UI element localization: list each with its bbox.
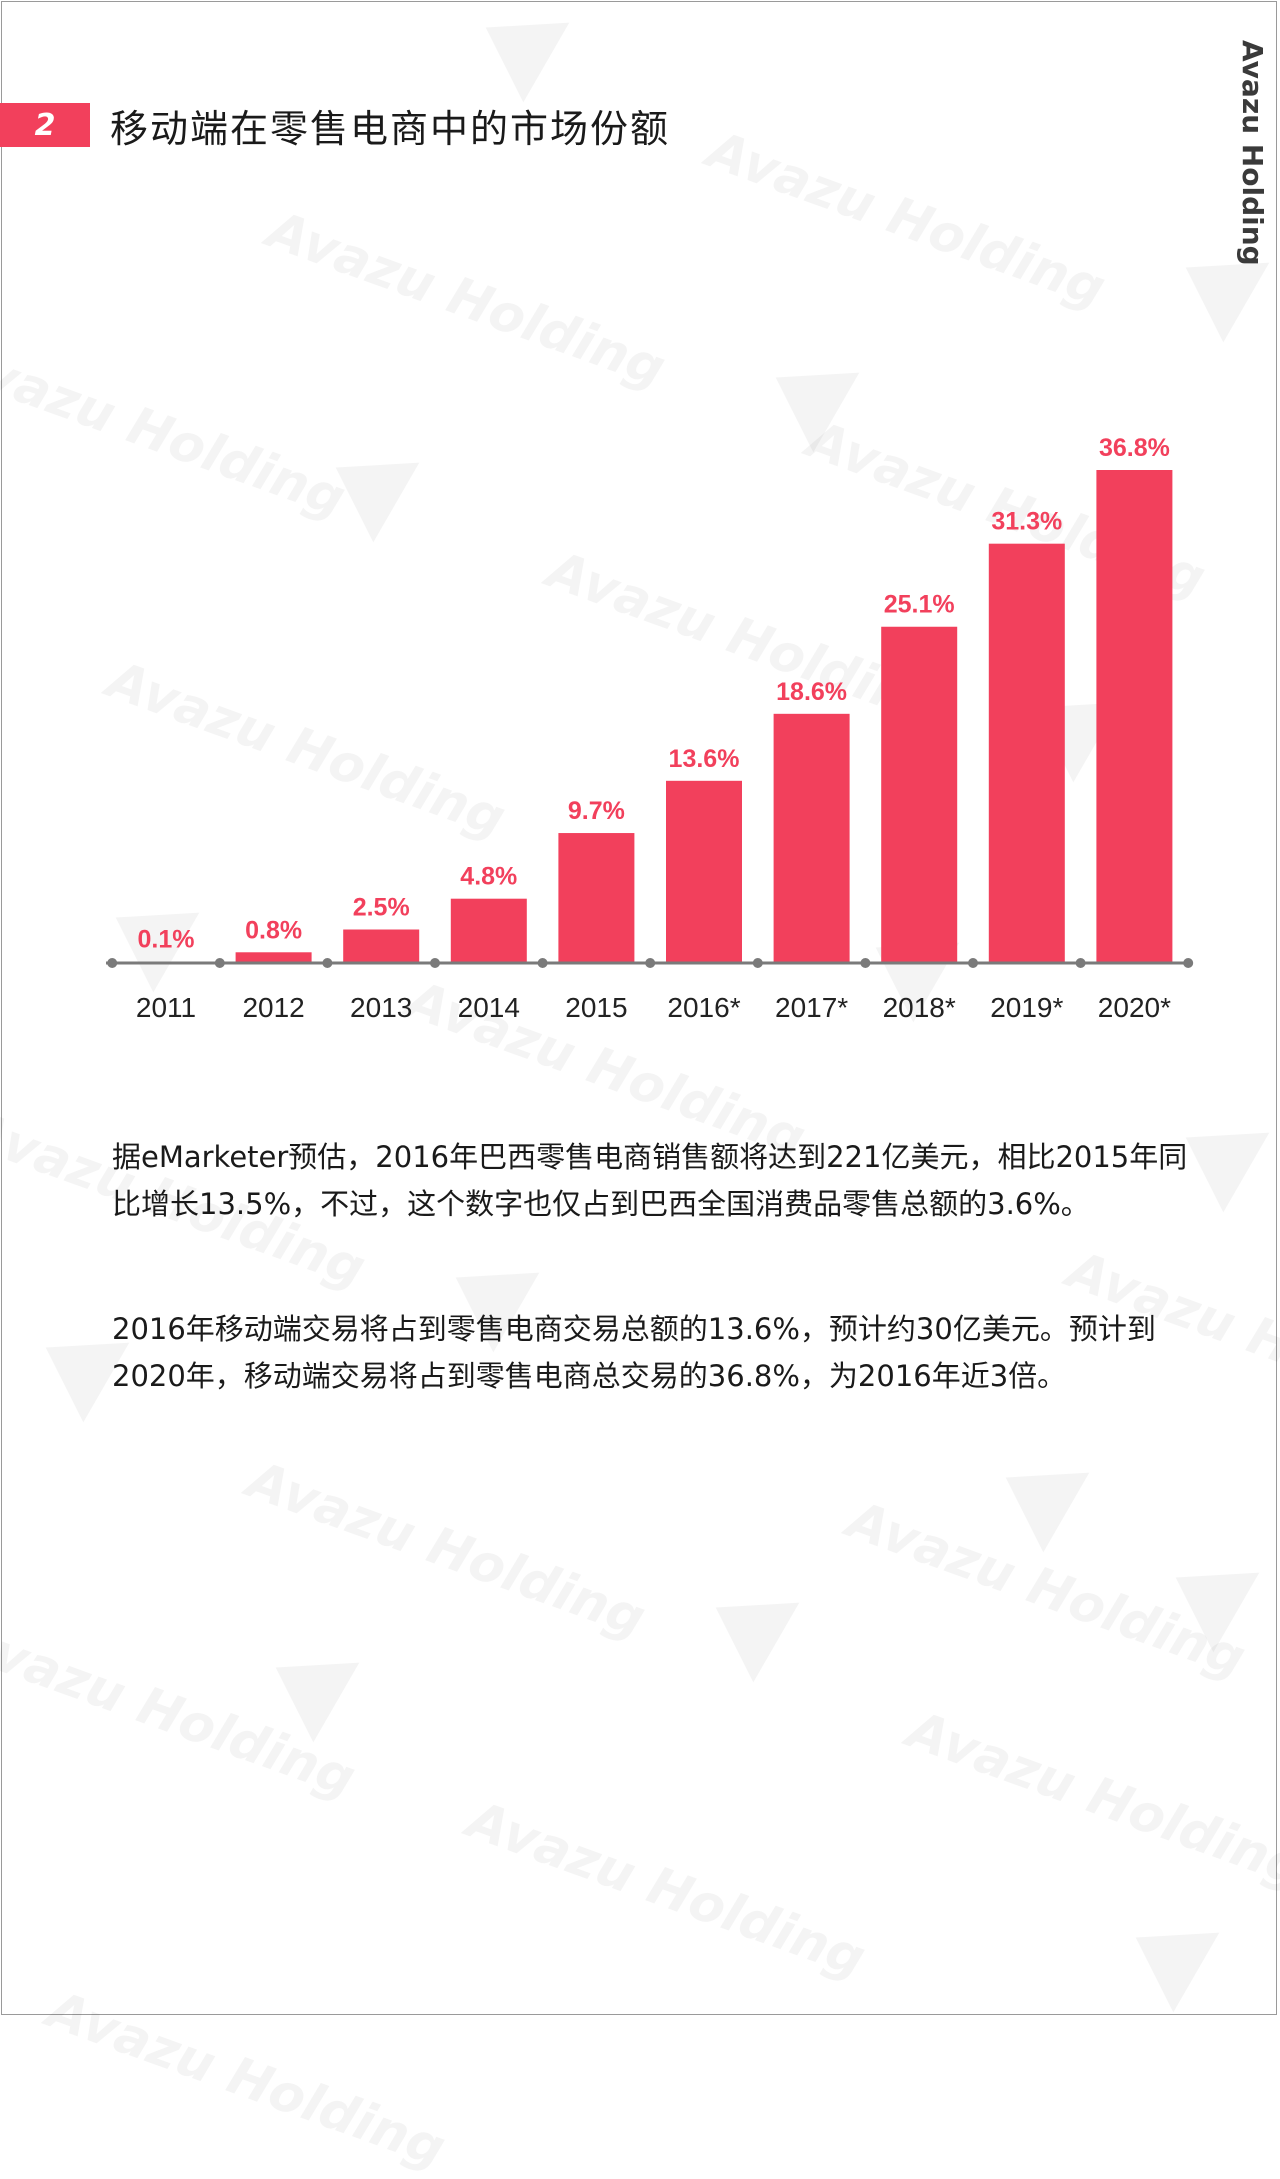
section-title: 移动端在零售电商中的市场份额 (110, 106, 671, 151)
x-axis-tick-dot (752, 958, 763, 968)
data-label-2018*: 25.1% (884, 591, 955, 619)
brand-logo-text: Avazu Holding (1236, 40, 1269, 266)
x-tick-label-2018*: 2018* (883, 992, 956, 1023)
bar-2017* (773, 713, 850, 963)
data-label-2013: 2.5% (353, 894, 410, 922)
data-label-2015: 9.7% (568, 797, 625, 825)
x-axis-tick-dot (537, 958, 548, 968)
x-tick-label-2014: 2014 (458, 992, 520, 1023)
x-axis-tick-dot (107, 958, 118, 968)
data-label-2017*: 18.6% (776, 678, 847, 706)
bar-2013 (343, 929, 420, 963)
data-label-2012: 0.8% (245, 916, 302, 944)
x-tick-label-2020*: 2020* (1098, 992, 1171, 1023)
x-axis-tick-dot (430, 958, 440, 968)
x-axis-tick-dot (322, 958, 333, 968)
x-axis-tick-dot (1075, 958, 1086, 968)
data-label-2016*: 13.6% (669, 745, 740, 773)
x-axis-tick-dot (968, 958, 978, 968)
bar-2018* (881, 626, 958, 963)
data-label-2014: 4.8% (460, 863, 517, 891)
data-label-2011: 0.1% (138, 926, 195, 954)
bar-2015 (558, 833, 635, 963)
x-axis-tick-dot (1183, 958, 1194, 968)
x-axis-tick-dot (645, 958, 656, 968)
x-tick-label-2011: 2011 (136, 992, 196, 1023)
x-tick-label-2015: 2015 (565, 992, 627, 1023)
bar-chart: 0.1% 0.8% 2.5% 4.8% 9.7% 13.6% 18.6% 25.1% 31.3%… (106, 434, 1194, 1023)
section-number-badge: 2 (0, 103, 90, 147)
page-frame (1, 1, 1277, 2015)
body-paragraph-2: 2016年移动端交易将占到零售电商交易总额的13.6%，预计约30亿美元。预计到… (112, 1312, 1156, 1393)
data-label-2019*: 31.3% (991, 508, 1062, 536)
bar-2019* (988, 543, 1065, 963)
x-tick-label-2013: 2013 (350, 992, 412, 1023)
bar-2014 (450, 898, 527, 963)
body-paragraph-1: 据eMarketer预估，2016年巴西零售电商销售额将达到221亿美元，相比2… (112, 1140, 1188, 1221)
x-tick-label-2017*: 2017* (775, 992, 848, 1023)
bar-2012 (235, 952, 312, 963)
x-tick-label-2016*: 2016* (667, 992, 740, 1023)
bar-2020* (1096, 470, 1173, 963)
x-axis-tick-dot (860, 958, 871, 968)
data-label-2020*: 36.8% (1099, 434, 1170, 462)
x-axis-tick-dot (214, 958, 225, 968)
section-header: 2 移动端在零售电商中的市场份额 (0, 103, 670, 151)
x-tick-label-2019*: 2019* (990, 992, 1063, 1023)
x-tick-label-2012: 2012 (242, 992, 304, 1023)
bar-2016* (666, 780, 742, 963)
